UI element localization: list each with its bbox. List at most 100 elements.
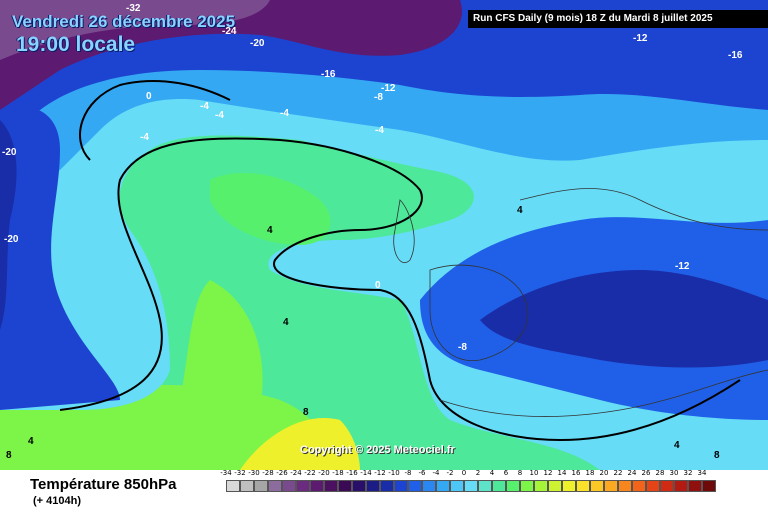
- scale-swatch: [394, 480, 408, 492]
- scale-swatch: [562, 480, 576, 492]
- parameter-title: Température 850hPa: [30, 476, 177, 493]
- scale-tick-label: -10: [388, 469, 400, 477]
- legend-bar: Température 850hPa (+ 4104h) -34 -32 -30 -2…: [0, 469, 768, 512]
- scale-swatch: [366, 480, 380, 492]
- scale-swatch: [352, 480, 366, 492]
- scale-swatch: [296, 480, 310, 492]
- isotherm-label: 4: [674, 440, 680, 451]
- scale-tick-label: 10: [529, 469, 539, 477]
- copyright-notice: Copyright © 2025 Meteociel.fr: [300, 444, 455, 456]
- scale-swatch: [380, 480, 394, 492]
- field-west-cold: [0, 106, 120, 411]
- scale-tick-label: -20: [318, 469, 330, 477]
- isotherm-label: -4: [200, 101, 209, 112]
- scale-tick-label: 28: [655, 469, 665, 477]
- scale-swatch: [618, 480, 632, 492]
- scale-swatch: [646, 480, 660, 492]
- isotherm-label: 4: [28, 436, 34, 447]
- scale-swatch: [268, 480, 282, 492]
- scale-tick-label: 20: [599, 469, 609, 477]
- scale-tick-label: 12: [543, 469, 553, 477]
- scale-tick-label: 14: [557, 469, 567, 477]
- scale-swatch: [604, 480, 618, 492]
- forecast-time: 19:00 locale: [16, 33, 136, 56]
- field-arctic-core: [0, 0, 270, 60]
- isotherm-label: -20: [4, 234, 19, 245]
- coastline-scandinavia: [519, 188, 768, 231]
- isotherm-label: -4: [215, 110, 224, 121]
- color-scale: [226, 480, 716, 492]
- scale-swatch: [464, 480, 478, 492]
- scale-swatch: [506, 480, 520, 492]
- scale-tick-label: 8: [517, 469, 523, 477]
- coastline-iberia-france: [429, 264, 529, 362]
- scale-swatch: [478, 480, 492, 492]
- temperature-map: Vendredi 26 décembre 2025 19:00 locale R…: [0, 0, 768, 470]
- scale-tick-label: -30: [248, 469, 260, 477]
- scale-swatch: [324, 480, 338, 492]
- scale-swatch: [632, 480, 646, 492]
- isotherm-label: 8: [303, 407, 309, 418]
- scale-swatch: [590, 480, 604, 492]
- scale-tick-label: -14: [360, 469, 372, 477]
- coastline-british-isles: [393, 199, 415, 263]
- forecast-date: Vendredi 26 décembre 2025: [12, 12, 236, 31]
- scale-swatch: [660, 480, 674, 492]
- isotherm-label: 8: [6, 450, 12, 461]
- isotherm-label: -16: [321, 69, 336, 80]
- isotherm-label: 4: [517, 205, 523, 216]
- scale-swatch: [436, 480, 450, 492]
- scale-tick-label: 16: [571, 469, 581, 477]
- isotherm-label: -12: [633, 33, 648, 44]
- scale-tick-label: -34: [220, 469, 232, 477]
- scale-tick-label: -2: [446, 469, 454, 477]
- scale-tick-label: 0: [461, 469, 467, 477]
- color-scale-labels: -34 -32 -30 -28 -26 -24 -22 -20 -18 -16 -14 -12 -10-…: [219, 469, 759, 479]
- scale-tick-label: 6: [503, 469, 509, 477]
- isotherm-label: 8: [714, 450, 720, 461]
- scale-tick-label: 24: [627, 469, 637, 477]
- scale-tick-label: 4: [489, 469, 495, 477]
- isotherm-label: -24: [222, 26, 237, 37]
- scale-tick-label: -32: [234, 469, 246, 477]
- temperature-field: [0, 0, 768, 470]
- scale-tick-label: 22: [613, 469, 623, 477]
- field-west-colder: [0, 120, 17, 330]
- isotherm-label: -16: [728, 50, 743, 61]
- field-warm-mid: [180, 280, 263, 421]
- scale-swatch: [548, 480, 562, 492]
- isotherm-label: 4: [283, 317, 289, 328]
- isotherm-label: -20: [250, 38, 265, 49]
- scale-swatch: [534, 480, 548, 492]
- scale-tick-label: -4: [432, 469, 440, 477]
- field-europe-colder: [480, 270, 768, 368]
- scale-tick-label: 18: [585, 469, 595, 477]
- field-warm-s: [240, 418, 360, 470]
- scale-tick-label: -12: [374, 469, 386, 477]
- isotherm-label: -32: [126, 3, 141, 14]
- isotherm-label: -4: [140, 132, 149, 143]
- isotherm-label: -8: [458, 342, 467, 353]
- scale-tick-label: -18: [332, 469, 344, 477]
- isotherm-0-main: [59, 137, 741, 442]
- isotherm-label: -8: [374, 92, 383, 103]
- isotherm-label: 0: [146, 91, 152, 102]
- isotherm-label: -4: [280, 108, 289, 119]
- isotherm-label: -4: [375, 125, 384, 136]
- scale-swatch: [240, 480, 254, 492]
- scale-tick-label: -6: [418, 469, 426, 477]
- isotherm-label: -12: [675, 261, 690, 272]
- scale-tick-label: -16: [346, 469, 358, 477]
- coastline-north-africa: [439, 369, 768, 417]
- isotherm-label: -12: [381, 83, 396, 94]
- scale-swatch: [492, 480, 506, 492]
- scale-tick-label: -26: [276, 469, 288, 477]
- scale-swatch: [338, 480, 352, 492]
- scale-swatch: [282, 480, 296, 492]
- scale-swatch: [674, 480, 688, 492]
- isotherm-label: 4: [267, 225, 273, 236]
- scale-swatch: [576, 480, 590, 492]
- scale-swatch: [254, 480, 268, 492]
- scale-tick-label: -28: [262, 469, 274, 477]
